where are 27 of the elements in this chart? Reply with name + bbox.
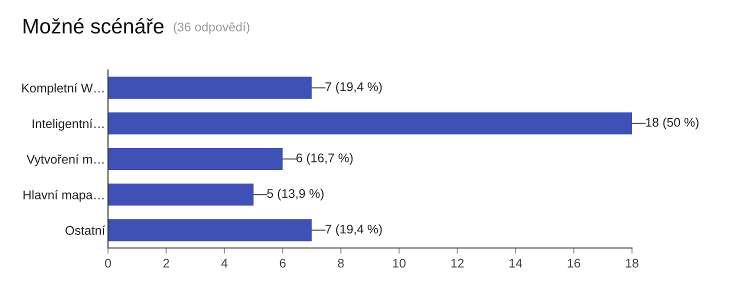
data-label: 7 (19,4 %) [326,82,382,94]
data-label: 6 (16,7 %) [296,153,353,165]
x-tick-label: 12 [451,258,464,268]
x-tick-label: 2 [163,258,170,268]
chart-subtitle: (36 odpovědí) [174,22,250,34]
data-label: 5 (13,9 %) [267,188,324,200]
y-tick-label: Vytvoření m… [26,154,104,166]
x-tick-label: 0 [105,258,111,268]
x-tick-label: 18 [626,258,638,268]
data-label: 18 (50 %) [646,118,699,130]
x-tick-label: 16 [568,258,580,268]
bar [108,184,254,206]
x-tick-label: 6 [280,258,286,268]
chart-title: Možné scénáře [24,18,164,34]
x-tick-label: 14 [510,258,522,268]
data-label: 7 (19,4 %) [326,224,382,236]
x-tick-label: 8 [338,258,344,268]
y-tick-label: Inteligentní… [32,118,104,131]
y-tick-label: Kompletní W… [22,83,104,95]
bar [108,219,312,242]
bar [108,148,283,170]
y-tick-label: Hlavní mapa… [24,190,104,202]
bar [108,76,312,99]
x-tick-label: 10 [393,258,406,268]
x-tick-label: 4 [221,258,228,268]
y-tick-label: Ostatní [66,226,106,235]
bar [108,112,632,134]
